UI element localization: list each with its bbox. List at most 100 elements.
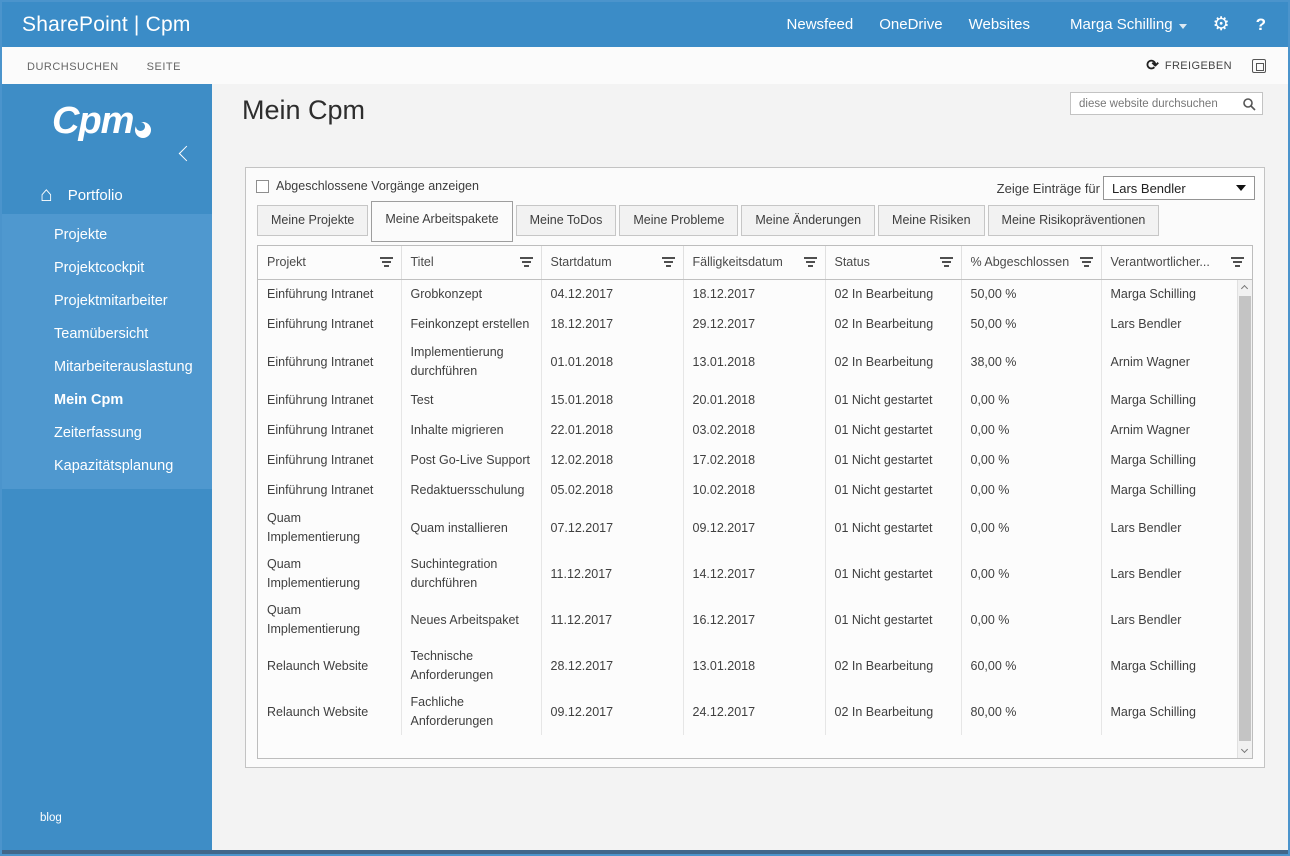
- sidebar-item[interactable]: Kapazitätsplanung: [54, 458, 174, 474]
- table-row[interactable]: Relaunch Website Fachliche Anforderungen 0…: [258, 689, 1252, 735]
- filter-icon[interactable]: [939, 257, 953, 269]
- table-cell: 01 Nicht gestartet: [825, 551, 962, 597]
- table-row[interactable]: Einführung Intranet Feinkonzept erstellen…: [258, 309, 1252, 339]
- suite-bar: SharePoint | Cpm Newsfeed OneDrive Website…: [2, 2, 1288, 47]
- sidebar-item[interactable]: Zeiterfassung: [54, 425, 142, 441]
- filter-icon[interactable]: [379, 257, 393, 269]
- table-cell: 04.12.2017: [541, 279, 684, 309]
- checkbox-icon[interactable]: [256, 179, 269, 193]
- suite-link[interactable]: OneDrive: [879, 16, 943, 33]
- scroll-up-icon[interactable]: [1240, 284, 1249, 293]
- scrollbar-thumb[interactable]: [1239, 296, 1251, 741]
- column-header-label: Verantwortlicher...: [1110, 255, 1210, 270]
- table-cell: 0,00 %: [961, 597, 1102, 643]
- filter-icon[interactable]: [519, 257, 533, 269]
- sidebar-item[interactable]: Teamübersicht: [54, 326, 149, 342]
- sidebar-item-blog[interactable]: blog: [40, 812, 62, 824]
- sidebar-collapse-icon[interactable]: [178, 145, 195, 162]
- sidebar-item[interactable]: Mein Cpm: [54, 392, 124, 408]
- table-row[interactable]: Quam Implementierung Neues Arbeitspaket 11…: [258, 597, 1252, 643]
- mein-cpm-panel: Abgeschlossene Vorgänge anzeigen Zeige E…: [245, 167, 1265, 768]
- table-cell: Einführung Intranet: [258, 445, 402, 475]
- table-cell: 18.12.2017: [541, 309, 684, 339]
- table-row[interactable]: Quam Implementierung Suchintegration durc…: [258, 551, 1252, 597]
- table-row[interactable]: Einführung Intranet Redaktuersschulung 05.…: [258, 475, 1252, 505]
- table-cell: Technische Anforderungen: [401, 643, 542, 689]
- table-cell: 0,00 %: [961, 385, 1102, 415]
- content-area: Mein Cpm diese website durchsuchen Abges…: [212, 84, 1288, 850]
- share-button[interactable]: ⟳ FREIGEBEN: [1146, 58, 1232, 73]
- search-placeholder: diese website durchsuchen: [1079, 97, 1218, 110]
- table-cell: 60,00 %: [961, 643, 1102, 689]
- table-row[interactable]: Relaunch Website Technische Anforderungen…: [258, 643, 1252, 689]
- show-completed-checkbox[interactable]: Abgeschlossene Vorgänge anzeigen: [256, 179, 479, 193]
- gear-icon[interactable]: ⚙: [1212, 14, 1230, 35]
- ribbon-right: ⟳ FREIGEBEN: [1146, 58, 1288, 73]
- tab[interactable]: Meine Risikopräventionen: [987, 205, 1160, 236]
- tab[interactable]: Meine Probleme: [619, 205, 739, 236]
- filter-icon[interactable]: [1231, 257, 1244, 269]
- column-header-label: Titel: [410, 255, 434, 270]
- table-cell: 03.02.2018: [683, 415, 826, 445]
- column-header[interactable]: Status: [825, 246, 962, 280]
- app-logo[interactable]: Cpm: [2, 84, 212, 143]
- suite-link[interactable]: Websites: [968, 16, 1031, 33]
- share-label: FREIGEBEN: [1164, 59, 1232, 72]
- search-input[interactable]: diese website durchsuchen: [1070, 92, 1263, 115]
- help-icon[interactable]: ?: [1255, 14, 1266, 34]
- table-row[interactable]: Einführung Intranet Test 15.01.2018 20.01.2…: [258, 385, 1252, 415]
- table-cell: 02 In Bearbeitung: [825, 643, 962, 689]
- user-menu[interactable]: Marga Schilling: [1070, 16, 1187, 33]
- logo-dot-icon: [135, 122, 152, 138]
- sidebar-item[interactable]: Projektcockpit: [54, 260, 145, 276]
- table-cell: Marga Schilling: [1110, 658, 1196, 673]
- table-scrollbar[interactable]: [1237, 280, 1252, 758]
- table-row[interactable]: Einführung Intranet Post Go-Live Support 1…: [258, 445, 1252, 475]
- table-cell: Einführung Intranet: [258, 339, 402, 385]
- table-cell: Marga Schilling: [1110, 482, 1196, 497]
- table-cell: 24.12.2017: [683, 689, 826, 735]
- table-cell: 17.02.2018: [683, 445, 826, 475]
- table-row[interactable]: Einführung Intranet Implementierung durch…: [258, 339, 1252, 385]
- filter-icon[interactable]: [1079, 257, 1093, 269]
- tab[interactable]: Meine Risiken: [878, 205, 985, 236]
- sidebar-item-portfolio[interactable]: ⌂ Portfolio: [2, 177, 212, 214]
- sidebar-item[interactable]: Projekte: [54, 227, 108, 243]
- sidebar-item[interactable]: Mitarbeiterauslastung: [54, 359, 193, 375]
- sidebar: Cpm ⌂ Portfolio Projekte Projektcockpit Pr…: [2, 84, 212, 850]
- entries-filter: Zeige Einträge für Lars Bendler: [997, 176, 1255, 200]
- tab[interactable]: Meine Projekte: [257, 205, 369, 236]
- ribbon-tab[interactable]: SEITE: [146, 60, 181, 73]
- table-cell: 28.12.2017: [541, 643, 684, 689]
- sidebar-item[interactable]: Projektmitarbeiter: [54, 293, 168, 309]
- tab[interactable]: Meine Arbeitspakete: [371, 201, 513, 242]
- column-header[interactable]: Projekt: [258, 246, 402, 280]
- tab[interactable]: Meine Änderungen: [741, 205, 876, 236]
- column-header[interactable]: Titel: [401, 246, 542, 280]
- scroll-down-icon[interactable]: [1240, 745, 1249, 754]
- table-cell: Relaunch Website: [258, 643, 402, 689]
- column-header[interactable]: Fälligkeitsdatum: [683, 246, 826, 280]
- filter-icon[interactable]: [661, 257, 675, 269]
- table-cell: Einführung Intranet: [258, 385, 402, 415]
- person-dropdown[interactable]: Lars Bendler: [1103, 176, 1255, 200]
- focus-on-content-icon[interactable]: [1252, 58, 1266, 73]
- column-header[interactable]: % Abgeschlossen: [961, 246, 1102, 280]
- table-row[interactable]: Einführung Intranet Grobkonzept 04.12.2017…: [258, 279, 1252, 309]
- table-cell: Implementierung durchführen: [401, 339, 542, 385]
- user-name: Marga Schilling: [1070, 16, 1173, 33]
- ribbon-tab[interactable]: DURCHSUCHEN: [27, 60, 119, 73]
- table-cell: Einführung Intranet: [258, 309, 402, 339]
- table-cell: 14.12.2017: [683, 551, 826, 597]
- magnifier-icon: [1243, 97, 1256, 111]
- suite-link[interactable]: Newsfeed: [786, 16, 854, 33]
- column-header[interactable]: Verantwortlicher...: [1101, 246, 1252, 280]
- tab[interactable]: Meine ToDos: [515, 205, 617, 236]
- table-cell: 01 Nicht gestartet: [825, 475, 962, 505]
- filter-icon[interactable]: [803, 257, 817, 269]
- table-row[interactable]: Einführung Intranet Inhalte migrieren 22.0…: [258, 415, 1252, 445]
- column-header[interactable]: Startdatum: [541, 246, 684, 280]
- table-row[interactable]: Quam Implementierung Quam installieren 07.…: [258, 505, 1252, 551]
- table-cell: 13.01.2018: [683, 643, 826, 689]
